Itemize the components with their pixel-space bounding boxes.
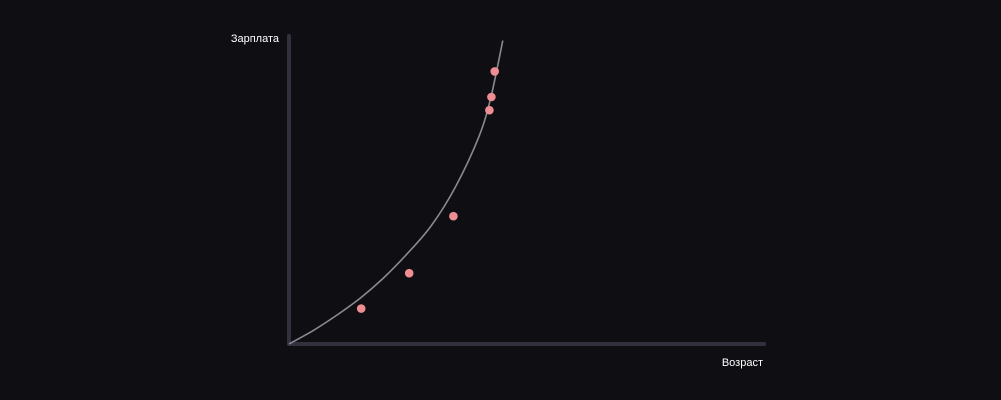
data-points xyxy=(356,67,500,313)
trend-curve xyxy=(288,40,504,345)
data-point-1 xyxy=(356,304,366,313)
x-axis-label: Возраст xyxy=(722,357,763,369)
data-point-2 xyxy=(404,268,414,278)
y-axis-label: Зарплата xyxy=(231,33,280,45)
data-point-5 xyxy=(487,92,496,102)
data-point-3 xyxy=(449,211,458,221)
data-point-6 xyxy=(490,67,500,76)
data-point-4 xyxy=(485,105,494,115)
